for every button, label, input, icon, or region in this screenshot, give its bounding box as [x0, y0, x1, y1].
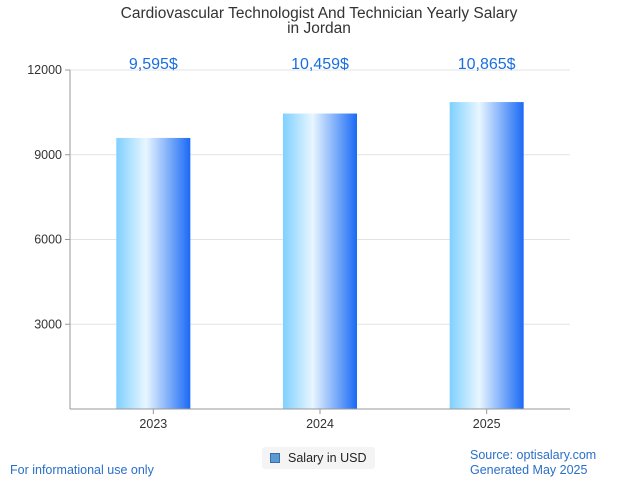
y-tick-label-6000: 6000	[34, 233, 62, 247]
data-label-2024: 10,459$	[291, 56, 349, 73]
bars	[116, 102, 524, 409]
legend-label: Salary in USD	[288, 451, 367, 465]
data-label-2025: 10,865$	[458, 56, 516, 73]
legend: Salary in USD	[262, 447, 375, 469]
chart-title-line-2: in Jordan	[287, 20, 351, 37]
data-labels: 9,595$ 10,459$ 10,865$	[129, 56, 516, 73]
bar-2023	[116, 137, 191, 409]
y-tick-label-3000: 3000	[34, 317, 62, 331]
salary-bar-chart: Cardiovascular Technologist And Technici…	[27, 5, 570, 431]
bar-2024	[283, 113, 357, 409]
y-tick-label-9000: 9000	[34, 148, 62, 162]
y-axis-ticks: 3000 6000 9000 12000	[27, 63, 70, 331]
disclaimer-text: For informational use only	[10, 463, 154, 477]
source-link[interactable]: Source: optisalary.com	[470, 448, 597, 462]
generated-date: Generated May 2025	[470, 463, 588, 477]
chart-title-line-1: Cardiovascular Technologist And Technici…	[121, 5, 518, 22]
x-axis-ticks: 2023 2024 2025	[139, 409, 501, 431]
x-tick-label-2025: 2025	[473, 417, 501, 431]
source-block: Source: optisalary.com Generated May 202…	[470, 448, 596, 478]
legend-swatch	[270, 453, 280, 463]
y-tick-label-12000: 12000	[27, 63, 62, 77]
data-label-2023: 9,595$	[129, 56, 178, 73]
x-tick-label-2023: 2023	[139, 417, 167, 431]
x-tick-label-2024: 2024	[306, 417, 334, 431]
bar-2025	[449, 102, 524, 409]
